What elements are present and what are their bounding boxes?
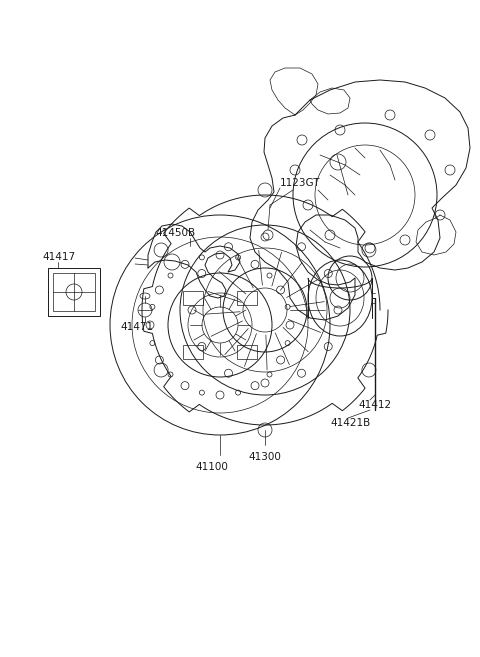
Text: 41471: 41471 [120,322,153,332]
Bar [183,291,203,305]
Text: 41417: 41417 [42,252,75,262]
Text: 1123GT: 1123GT [280,178,321,188]
Bar [48,268,100,316]
Text: 41450B: 41450B [155,228,195,238]
Bar [53,273,95,311]
Text: 41421B: 41421B [330,418,370,428]
Bar [237,345,257,359]
Bar [237,291,257,305]
Text: 41100: 41100 [195,462,228,472]
Bar [183,345,203,359]
Text: 41412: 41412 [358,400,391,410]
Circle shape [164,254,180,270]
Text: 41300: 41300 [248,452,281,462]
